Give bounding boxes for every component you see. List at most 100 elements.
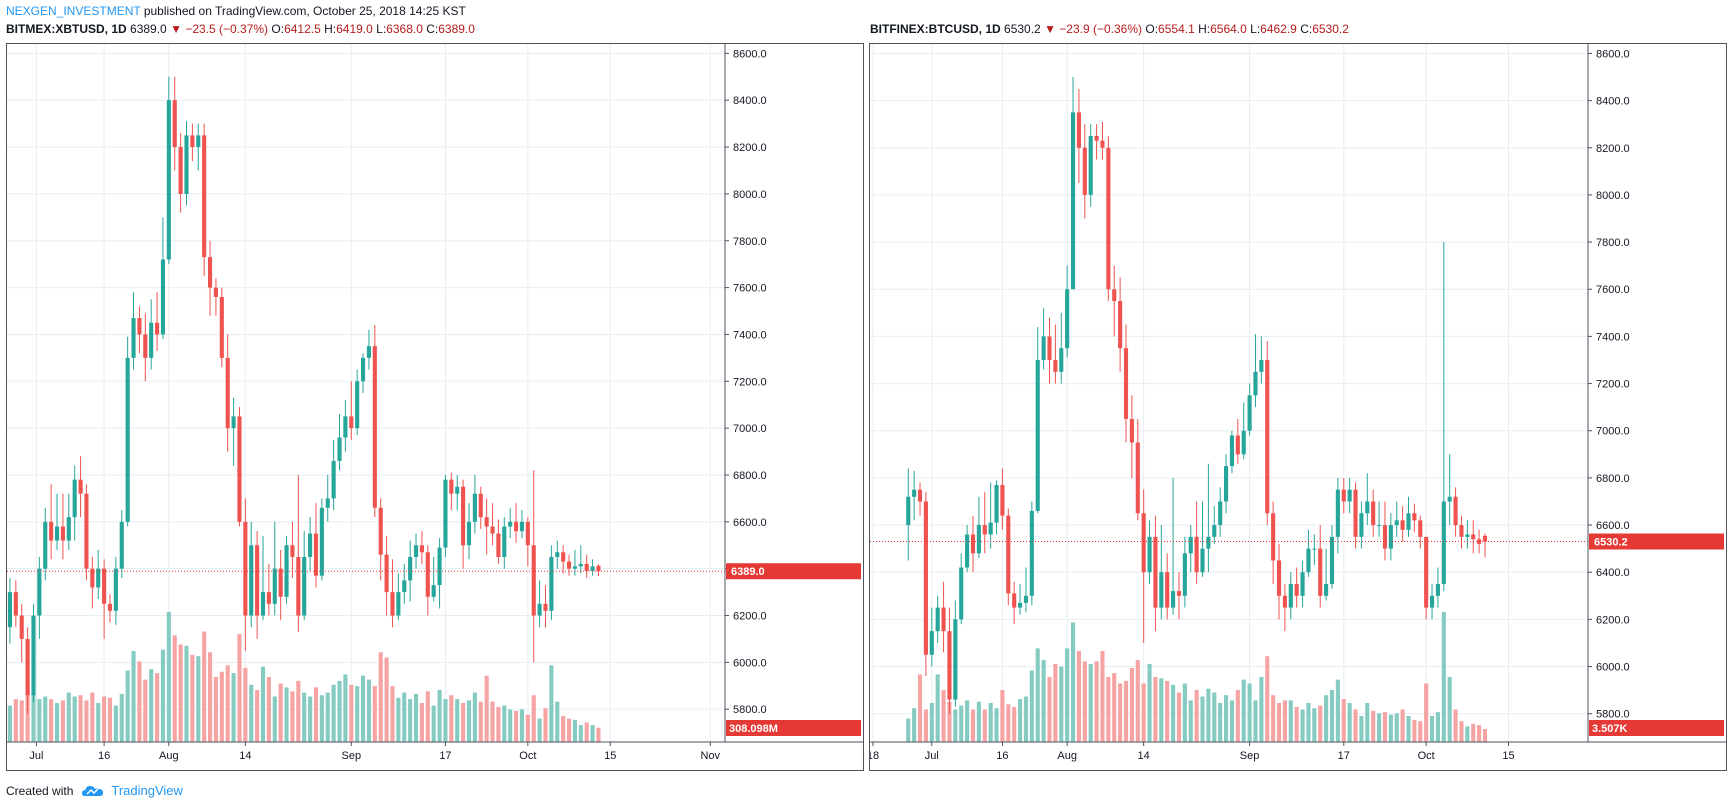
author-link[interactable]: NEXGEN_INVESTMENT xyxy=(6,4,141,18)
volume-bar xyxy=(1147,664,1152,742)
volume-bar xyxy=(302,692,307,742)
volume-bar xyxy=(225,665,230,742)
candle-body xyxy=(255,545,260,616)
published-info: published on TradingView.com, October 25… xyxy=(143,4,466,18)
candle-body xyxy=(1306,548,1311,573)
candle-body xyxy=(402,580,407,593)
candle-body xyxy=(959,567,964,620)
x-tick-label: Jul xyxy=(925,750,939,762)
volume-bar xyxy=(319,695,324,742)
volume-bar xyxy=(437,690,442,742)
left-down-arrow-icon: ▼ xyxy=(170,22,182,36)
candle-body xyxy=(1182,553,1187,596)
volume-bar xyxy=(1182,683,1187,742)
candle-body xyxy=(1453,496,1458,526)
candle-body xyxy=(1141,513,1146,573)
volume-bar xyxy=(119,693,124,742)
right-candlestick-chart[interactable]: 8600.0 8400.0 8200.0 8000.0 7800.0 7600.0 7400… xyxy=(870,44,1726,770)
candle-body xyxy=(478,493,483,518)
candle-body xyxy=(1465,534,1470,537)
volume-bar xyxy=(66,692,71,742)
volume-bar xyxy=(331,684,336,742)
volume-bar xyxy=(1377,713,1382,742)
volume-bar xyxy=(54,703,60,742)
left-close: 6389.0 xyxy=(438,22,475,36)
candle-body xyxy=(472,493,477,522)
volume-bar xyxy=(1029,670,1034,742)
candle-body xyxy=(578,563,583,567)
candle-body xyxy=(331,460,336,499)
volume-bar xyxy=(1382,712,1388,742)
volume-bar xyxy=(49,699,54,742)
volume-bar xyxy=(561,716,566,742)
volume-bar xyxy=(1253,700,1258,742)
candle-body xyxy=(43,521,48,569)
candle-body xyxy=(1471,534,1476,540)
candle-body xyxy=(78,479,83,494)
candle-body xyxy=(372,346,377,508)
candle-body xyxy=(343,416,348,438)
y-tick-label: 6600.0 xyxy=(1596,520,1630,532)
y-tick-label: 8600.0 xyxy=(733,48,767,60)
candle-body xyxy=(572,566,577,569)
volume-bar xyxy=(947,701,952,742)
x-tick-label: 15 xyxy=(1502,750,1514,762)
candle-body xyxy=(237,416,242,522)
candle-body xyxy=(1188,536,1193,554)
left-chart-legend: BITMEX:XBTUSD, 1D 6389.0 ▼ −23.5 (−0.37%… xyxy=(6,22,475,36)
left-chart-panel[interactable]: 8600.0 8400.0 8200.0 8000.0 7800.0 7600.0 7400… xyxy=(6,43,864,771)
tradingview-brand-link[interactable]: TradingView xyxy=(111,783,183,798)
volume-bar xyxy=(1141,683,1146,742)
candle-body xyxy=(1412,513,1417,521)
candle-body xyxy=(431,585,436,597)
candle-body xyxy=(1400,520,1405,530)
candle-body xyxy=(1023,595,1029,603)
volume-bar xyxy=(1447,677,1452,742)
candle-body xyxy=(125,357,130,522)
candle-body xyxy=(970,534,976,554)
candle-body xyxy=(596,565,601,572)
volume-bar xyxy=(290,691,295,742)
volume-bar xyxy=(60,700,65,742)
volume-bar xyxy=(1129,667,1134,742)
candle-body xyxy=(1194,536,1199,573)
volume-bar xyxy=(1176,692,1182,742)
candle-body xyxy=(1176,591,1182,596)
volume-bar xyxy=(1123,680,1129,742)
volume-bar xyxy=(1200,696,1205,742)
volume-bar xyxy=(325,692,330,742)
left-symbol[interactable]: BITMEX:XBTUSD, 1D xyxy=(6,22,127,36)
candle-body xyxy=(1406,513,1411,530)
left-candlestick-chart[interactable]: 8600.0 8400.0 8200.0 8000.0 7800.0 7600.0 7400… xyxy=(7,44,863,770)
y-tick-label: 7200.0 xyxy=(733,376,767,388)
candle-body xyxy=(1253,371,1258,396)
volume-bar xyxy=(272,696,277,742)
volume-bar xyxy=(1235,690,1240,742)
candle-body xyxy=(1206,536,1211,549)
volume-bar xyxy=(149,669,154,742)
candle-body xyxy=(1329,536,1335,585)
volume-bar xyxy=(425,691,430,742)
right-symbol[interactable]: BITFINEX:BTCUSD, 1D xyxy=(870,22,1001,36)
volume-bar xyxy=(96,703,101,742)
candle-body xyxy=(319,507,324,576)
volume-bar xyxy=(372,686,377,742)
volume-bar xyxy=(107,697,113,742)
right-chart-panel[interactable]: 8600.0 8400.0 8200.0 8000.0 7800.0 7600.0 7400… xyxy=(869,43,1727,771)
candle-body xyxy=(1088,135,1093,195)
candle-body xyxy=(1012,593,1017,608)
candle-body xyxy=(1200,548,1205,573)
left-close-label: C: xyxy=(426,22,439,36)
candle-body xyxy=(1065,289,1070,349)
y-tick-label: 6200.0 xyxy=(733,611,767,623)
y-tick-label: 5800.0 xyxy=(733,704,767,716)
volume-bar xyxy=(555,701,560,742)
volume-bar xyxy=(929,703,934,742)
volume-bar xyxy=(396,697,401,742)
candle-body xyxy=(1241,430,1246,455)
y-tick-label: 7200.0 xyxy=(1596,379,1630,391)
volume-bar xyxy=(596,727,601,742)
candle-body xyxy=(1459,525,1464,537)
candle-body xyxy=(119,521,124,569)
volume-bar xyxy=(1465,726,1470,742)
